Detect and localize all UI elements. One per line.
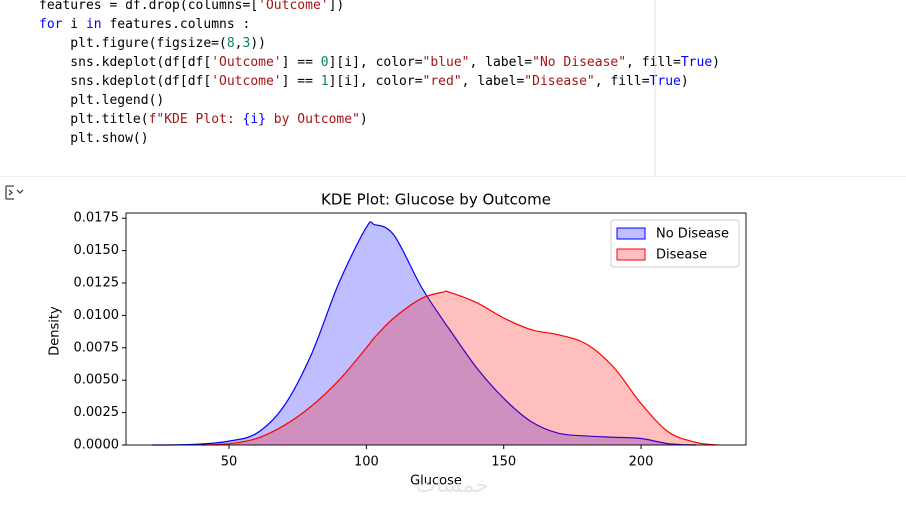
y-tick-label: 0.0150 [74, 243, 120, 258]
code-token: 1 [320, 74, 329, 89]
y-tick-label: 0.0100 [74, 308, 120, 323]
code-token: sns.kdeplot(df[df[ [39, 74, 212, 89]
code-token: 3 [242, 36, 251, 51]
code-token: in [85, 17, 102, 32]
code-line: plt.figure(figsize=(8,3)) [39, 34, 720, 53]
code-token: ) [680, 74, 689, 89]
y-tick-label: 0.0175 [74, 211, 120, 226]
code-token: "blue" [422, 55, 470, 70]
code-line: features = df.drop(columns=['Outcome']) [39, 0, 720, 15]
code-token: ) [712, 55, 720, 70]
code-token: 'Outcome' [211, 55, 282, 70]
density-area [152, 221, 697, 445]
code-line: for i in features.columns : [39, 15, 720, 34]
x-tick-label: 100 [354, 455, 379, 470]
code-token: 8 [226, 36, 235, 51]
density-line [201, 290, 719, 446]
density-line [152, 221, 697, 446]
code-line: plt.legend() [39, 91, 720, 110]
code-line: plt.show() [39, 129, 720, 148]
code-token: "No Disease" [532, 55, 627, 70]
code-token: sns.kdeplot(df[df[ [39, 55, 212, 70]
code-token: plt.show() [39, 131, 149, 146]
code-cell: features = df.drop(columns=['Outcome']) f… [39, 0, 720, 148]
legend-label: Disease [656, 248, 707, 263]
code-token: plt.legend() [39, 93, 165, 108]
output-toggle-icon[interactable] [5, 185, 24, 200]
code-token: "red" [422, 74, 462, 89]
code-token: , label= [469, 55, 533, 70]
y-tick-label: 0.0050 [74, 373, 120, 388]
code-token: f"KDE Plot: [148, 112, 243, 127]
y-tick-label: 0.0075 [74, 340, 120, 355]
code-token: True [649, 74, 681, 89]
code-token: ][i], color= [328, 55, 423, 70]
code-token: plt.title( [39, 112, 149, 127]
y-tick-label: 0.0025 [74, 405, 120, 420]
code-token: {i} [242, 112, 266, 127]
code-token: features.columns : [101, 17, 251, 32]
x-axis-label: Glucose [410, 474, 462, 489]
code-token: ]) [328, 0, 345, 13]
code-token: i [62, 17, 86, 32]
code-token: ] == [281, 55, 321, 70]
code-token: , fill= [626, 55, 681, 70]
x-tick-label: 150 [491, 455, 516, 470]
plot-frame [125, 212, 747, 446]
x-tick-label: 200 [629, 455, 654, 470]
x-tick-label: 50 [221, 455, 238, 470]
code-line: plt.title(f"KDE Plot: {i} by Outcome") [39, 110, 720, 129]
code-token: ][i], color= [328, 74, 423, 89]
legend-label: No Disease [656, 227, 729, 242]
y-tick-label: 0.0000 [74, 438, 120, 453]
code-token: , fill= [594, 74, 650, 89]
code-token: 'Outcome' [258, 0, 329, 13]
code-token: , label= [461, 74, 525, 89]
legend-swatch [616, 227, 646, 240]
code-token: ) [359, 112, 368, 127]
y-tick-label: 0.0125 [74, 275, 120, 290]
code-token: features = df.drop(columns=[ [39, 0, 259, 13]
code-token: True [680, 55, 713, 70]
code-token: )) [250, 36, 266, 51]
code-token: , [234, 36, 243, 51]
code-token: for [39, 17, 63, 32]
code-token: ] == [281, 74, 321, 89]
code-token: plt.figure(figsize=( [39, 36, 227, 51]
code-token: by Outcome" [265, 112, 360, 127]
code-token: "Disease" [524, 74, 595, 89]
y-axis-label: Density [48, 306, 63, 356]
code-token: 'Outcome' [211, 74, 282, 89]
legend-swatch [616, 248, 646, 261]
code-token: 0 [320, 55, 329, 70]
watermark: خمسات [415, 473, 488, 498]
density-area [201, 290, 718, 445]
chart-title: KDE Plot: Glucose by Outcome [321, 191, 551, 209]
code-line: sns.kdeplot(df[df['Outcome'] == 0][i], c… [39, 53, 720, 72]
code-line: sns.kdeplot(df[df['Outcome'] == 1][i], c… [39, 72, 720, 91]
